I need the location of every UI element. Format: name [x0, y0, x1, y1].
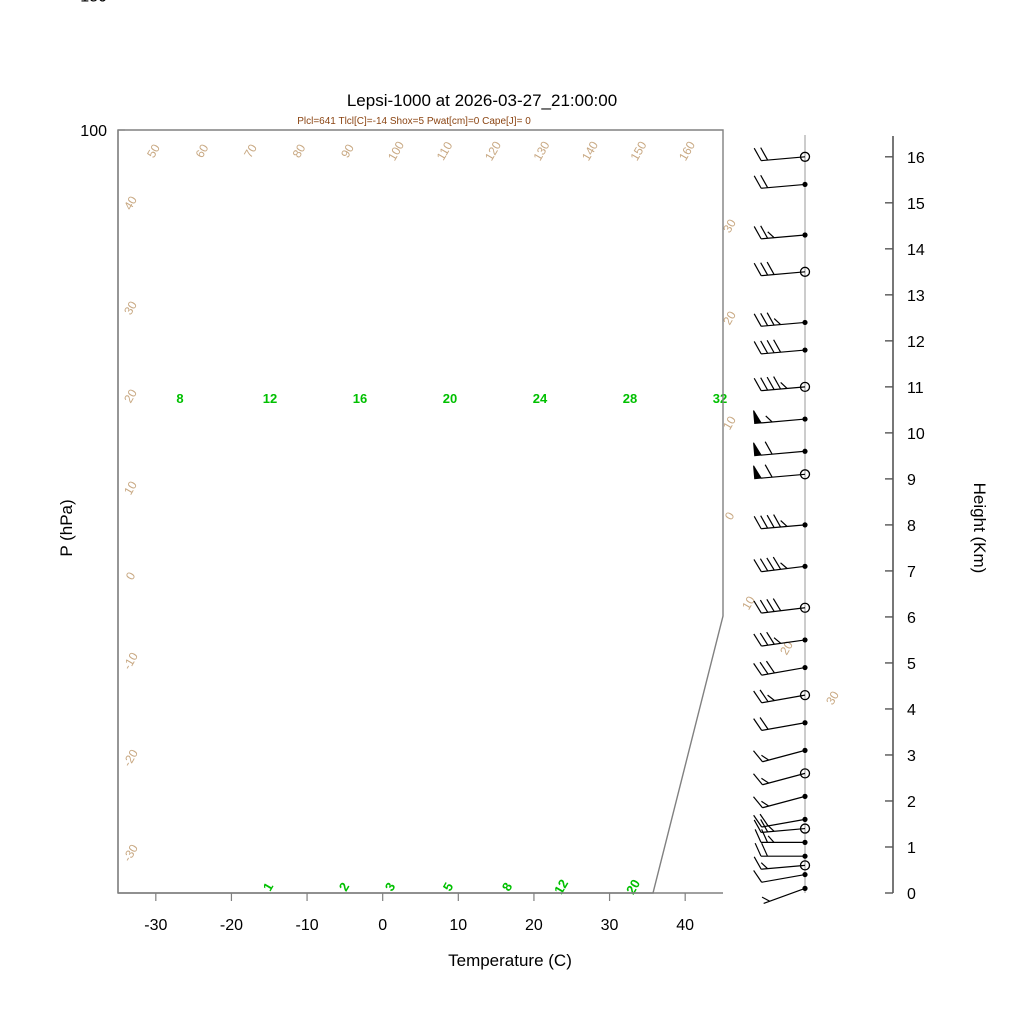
temperature-tick-label: -20	[220, 917, 243, 934]
height-tick-label: 8	[907, 518, 916, 535]
theta-e-label: 20	[443, 391, 457, 406]
wind-barb	[753, 312, 806, 327]
wind-barb	[753, 514, 806, 530]
wind-barb	[753, 339, 806, 355]
height-tick-label: 12	[907, 334, 925, 351]
theta-e-label: 12	[263, 391, 277, 406]
wind-barb	[753, 556, 806, 573]
wind-barb	[753, 813, 806, 828]
height-tick-label: 10	[907, 426, 925, 443]
temperature-tick-label: -10	[296, 917, 319, 934]
height-tick-label: 3	[907, 748, 916, 765]
temperature-axis-label: Temperature (C)	[448, 951, 572, 970]
wind-barb	[753, 174, 806, 189]
height-tick-label: 0	[907, 886, 916, 903]
wind-barb	[753, 660, 806, 676]
temperature-axis: -30 -20 -10 0 10 20 30 40	[118, 892, 723, 934]
subtitle-stats: Plcl=641 Tlcl[C]=-14 Shox=5 Pwat[cm]=0 C…	[297, 116, 531, 127]
wind-barb	[754, 829, 805, 843]
wind-level-marker	[799, 689, 811, 701]
wind-barb	[761, 887, 806, 905]
temperature-tick-label: 40	[676, 917, 694, 934]
wind-barb	[753, 598, 806, 614]
theta-e-label: 28	[623, 391, 637, 406]
height-tick-label: 6	[907, 610, 916, 627]
height-tick-label: 13	[907, 288, 925, 305]
isotherm-label: 20	[720, 308, 739, 327]
wind-barb	[753, 225, 806, 240]
dry-adiabat-label: 50	[144, 141, 163, 160]
height-tick-label: 1	[907, 840, 916, 857]
dry-adiabat-label: 90	[338, 141, 357, 160]
height-tick-label: 15	[907, 196, 925, 213]
dry-adiabat-label: 40	[121, 193, 140, 212]
theta-e-label: 16	[353, 391, 367, 406]
dry-adiabat-label: 60	[193, 141, 212, 160]
dry-adiabat-label: 30	[121, 298, 140, 317]
wind-barb	[753, 441, 806, 457]
height-tick-label: 5	[907, 656, 916, 673]
wind-barb	[753, 749, 806, 763]
wind-barb	[753, 795, 806, 809]
wind-barb	[753, 464, 806, 480]
theta-e-label: 32	[713, 391, 727, 406]
height-tick-label: 16	[907, 150, 925, 167]
wind-barb-column	[753, 135, 811, 905]
pressure-axis-label: P (hPa)	[57, 499, 76, 556]
isotherm-label: 10	[720, 413, 739, 432]
theta-e-label: 24	[533, 391, 548, 406]
wind-barb	[753, 717, 806, 731]
mixing-ratio-label: 20	[623, 877, 643, 897]
temperature-tick-label: 20	[525, 917, 543, 934]
dry-adiabat-label: 80	[290, 141, 309, 160]
isotherm-label: 30	[823, 688, 842, 707]
height-tick-label: 7	[907, 564, 916, 581]
wind-barb	[753, 376, 806, 392]
height-tick-label: 2	[907, 794, 916, 811]
wind-barb	[753, 689, 806, 704]
theta-e-label: 8	[176, 391, 183, 406]
height-tick-label: 11	[907, 380, 924, 397]
wind-barb	[753, 856, 806, 870]
temperature-tick-label: 30	[601, 917, 619, 934]
pressure-tick-label: 100	[80, 123, 107, 140]
height-tick-label: 14	[907, 242, 925, 259]
pressure-tick-label: 150	[80, 0, 107, 6]
height-axis-label: Height (Km)	[970, 483, 989, 574]
height-tick-label: 9	[907, 472, 916, 489]
wind-barb	[753, 410, 806, 425]
wind-barb	[753, 772, 806, 786]
wind-barb	[753, 870, 806, 883]
height-tick-label: 4	[907, 702, 916, 719]
wind-barb	[754, 842, 805, 857]
temperature-tick-label: 0	[378, 917, 387, 934]
wind-level-marker	[799, 768, 811, 779]
isotherm-label: 30	[720, 216, 739, 235]
mixing-ratio-label: 12	[551, 877, 571, 897]
isotherm-label: 10	[739, 593, 758, 612]
wind-barb	[753, 631, 806, 647]
dry-adiabat-label: 20	[121, 386, 140, 405]
wind-barb	[753, 819, 806, 834]
dry-adiabat-label: 10	[121, 478, 140, 497]
wind-barb	[753, 147, 806, 162]
temperature-tick-label: 10	[449, 917, 467, 934]
page-title: Lepsi-1000 at 2026-03-27_21:00:00	[347, 91, 617, 110]
pressure-axis: 1001502002503004005007008501000	[80, 0, 125, 893]
temperature-tick-label: -30	[144, 917, 167, 934]
wind-barb	[753, 261, 806, 277]
dry-adiabat-label: 70	[241, 141, 260, 160]
